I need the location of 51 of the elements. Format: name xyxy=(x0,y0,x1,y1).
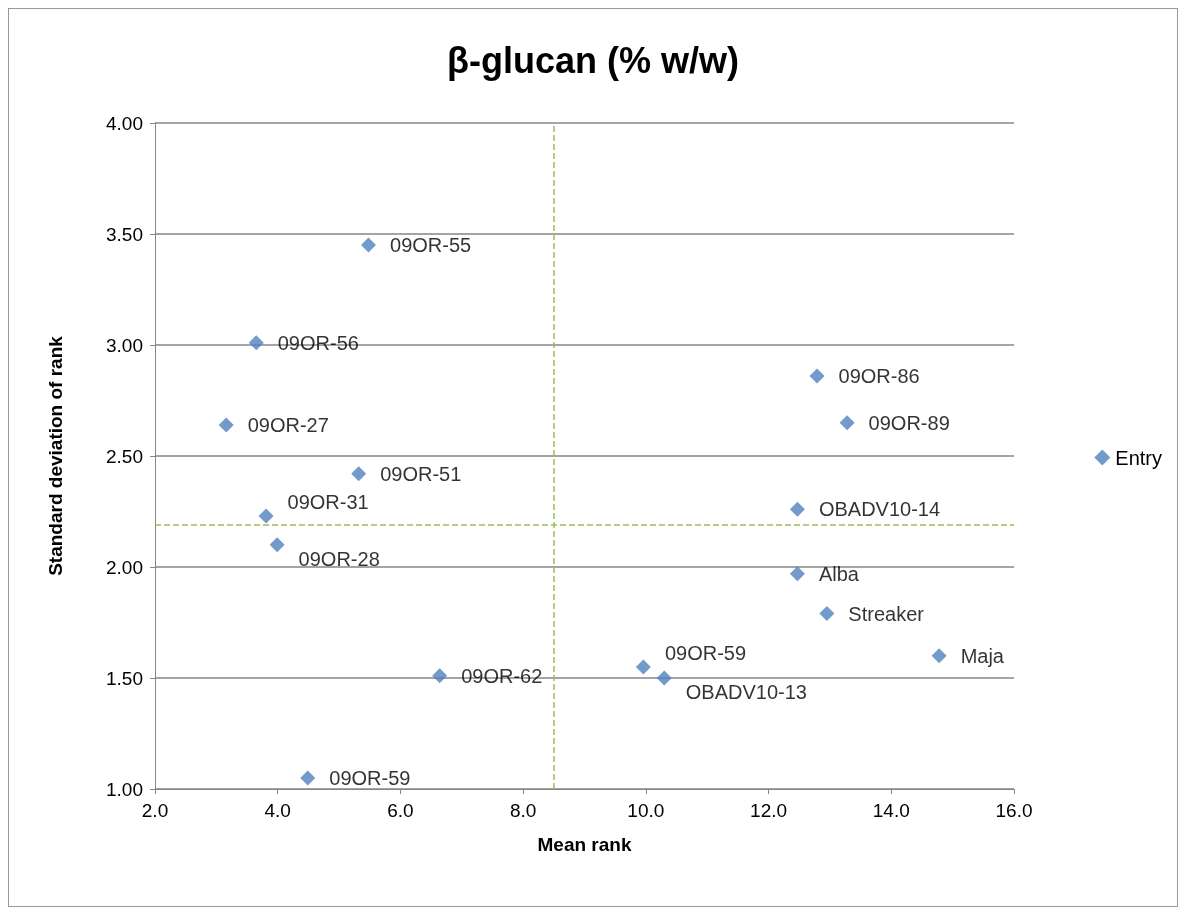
point xyxy=(258,508,274,524)
data-label: Alba xyxy=(818,562,860,585)
data-label: 09OR-55 xyxy=(390,234,472,257)
y-tick-label: 2.00 xyxy=(106,556,143,578)
data-label: 09OR-31 xyxy=(287,490,369,513)
point xyxy=(839,415,855,431)
point xyxy=(809,368,825,384)
point xyxy=(269,537,285,553)
y-tick-label: 3.00 xyxy=(106,334,143,356)
data-label: Streaker xyxy=(848,602,925,625)
y-axis-title: Standard deviation of rank xyxy=(45,335,66,576)
data-label: 09OR-86 xyxy=(838,365,920,388)
y-tick-label: 2.50 xyxy=(106,445,143,467)
point xyxy=(218,417,234,433)
x-tick-label: 10.0 xyxy=(627,800,665,821)
x-tick-label: 16.0 xyxy=(995,800,1033,821)
y-tick-label: 3.50 xyxy=(106,223,143,245)
x-axis-title: Mean rank xyxy=(537,834,632,855)
data-label: 09OR-89 xyxy=(868,411,950,434)
point xyxy=(351,466,367,482)
point xyxy=(819,606,835,622)
data-label: 09OR-28 xyxy=(298,547,380,570)
data-label: Maja xyxy=(960,644,1005,667)
data-label: 09OR-51 xyxy=(380,462,462,485)
chart-title: β-glucan (% w/w) xyxy=(447,39,739,81)
point xyxy=(931,648,947,664)
x-tick-label: 4.0 xyxy=(264,800,291,821)
point xyxy=(300,770,316,786)
x-tick-label: 2.0 xyxy=(141,800,169,821)
data-label: 09OR-59 xyxy=(329,766,411,789)
data-label: 09OR-62 xyxy=(461,664,543,687)
x-tick-label: 6.0 xyxy=(387,800,414,821)
data-label: 09OR-59 xyxy=(664,641,747,664)
point xyxy=(361,237,377,253)
data-label: 09OR-27 xyxy=(247,413,329,436)
y-tick-label: 1.00 xyxy=(106,778,143,800)
point xyxy=(789,501,805,517)
y-tick-label: 1.50 xyxy=(106,667,143,689)
point xyxy=(432,668,448,684)
data-label: OBADV10-13 xyxy=(685,681,807,703)
point xyxy=(656,670,672,686)
point xyxy=(789,566,805,582)
data-label: 09OR-56 xyxy=(277,331,359,354)
x-tick-label: 14.0 xyxy=(872,800,910,821)
point xyxy=(248,335,264,351)
x-tick-label: 8.0 xyxy=(509,800,537,821)
x-tick-label: 12.0 xyxy=(750,800,788,821)
y-tick-label: 4.00 xyxy=(106,112,143,134)
point xyxy=(635,659,651,675)
legend-label: Entry xyxy=(1115,446,1163,469)
data-label: OBADV10-14 xyxy=(818,498,941,521)
